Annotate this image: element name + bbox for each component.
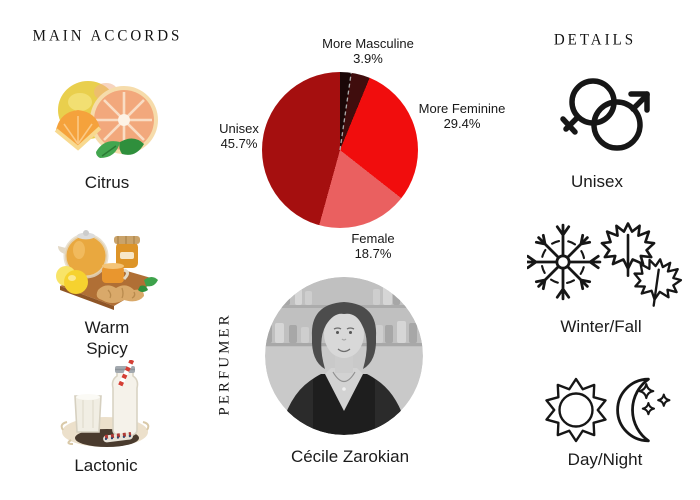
snowflake-maple-leaves-icon [527, 218, 683, 314]
accord-label-lactonic: Lactonic [74, 456, 138, 475]
pie-label-pct: 45.7% [220, 136, 258, 151]
pie-label-pct: 18.7% [354, 246, 392, 261]
pie-label-name: Unisex [219, 121, 259, 136]
main-accords-title: MAIN ACCORDS [32, 27, 183, 45]
pie-label-pct: 29.4% [443, 116, 481, 131]
pie-label-more-feminine: More Feminine 29.4% [412, 101, 512, 131]
pie-label-more-masculine: More Masculine 3.9% [305, 36, 431, 66]
detail-label-unisex: Unisex [571, 172, 623, 191]
detail-label-winter-fall: Winter/Fall [560, 317, 642, 336]
unisex-symbol-icon [556, 72, 652, 160]
maple-leaf-icon [633, 258, 683, 307]
sparkle-icon [638, 383, 671, 416]
lactonic-photo [57, 360, 153, 452]
male-symbol-circle [591, 99, 643, 151]
details-title: DETAILS [553, 31, 637, 49]
citrus-photo [50, 60, 162, 170]
snowflake-icon [527, 223, 602, 301]
sun-moon-icon [543, 374, 675, 446]
pie-label-name: Female [351, 231, 395, 246]
pie-label-female: Female 18.7% [333, 231, 413, 261]
perfumer-photo [265, 277, 423, 435]
perfumer-section-title: PERFUMER [216, 312, 233, 416]
detail-label-day-night: Day/Night [567, 450, 643, 469]
maple-leaf-icon [600, 222, 656, 277]
pie-label-name: More Feminine [418, 101, 506, 116]
gender-pie-chart [262, 72, 418, 228]
accord-label-citrus: Citrus [84, 173, 130, 192]
pie-label-name: More Masculine [322, 36, 414, 51]
perfumer-name: Cécile Zarokian [290, 447, 410, 466]
pie-label-pct: 3.9% [353, 51, 383, 66]
moon-icon [616, 377, 671, 443]
pie-label-unisex: Unisex 45.7% [199, 121, 279, 151]
sun-icon [545, 377, 607, 443]
warm-spicy-photo [52, 224, 164, 314]
accord-label-warm-spicy: Warm Spicy [84, 318, 130, 358]
